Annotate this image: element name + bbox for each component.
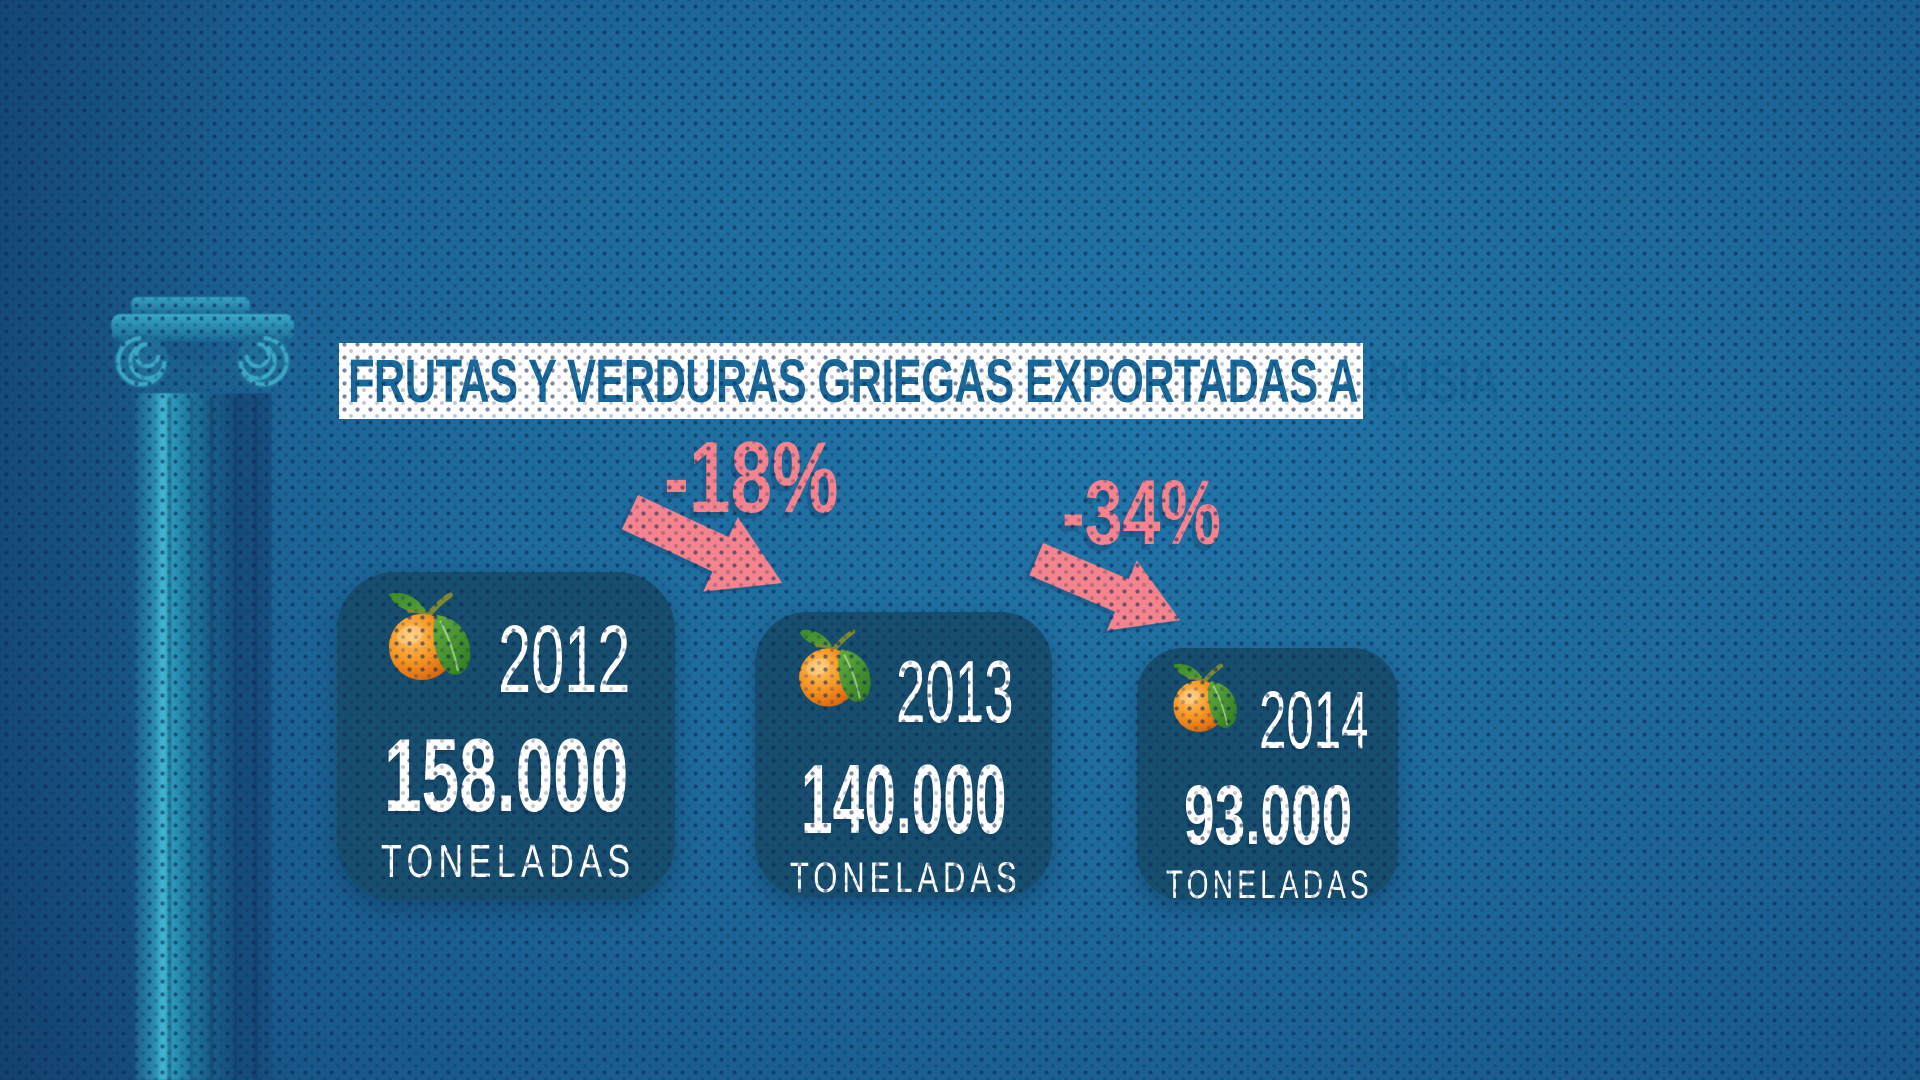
change-label-2012-2013: -18%: [664, 422, 839, 534]
change-label-2013-2014: -34%: [1062, 462, 1221, 564]
headline: FRUTAS Y VERDURAS GRIEGAS EXPORTADAS A R…: [348, 346, 1501, 415]
data-card-2012: 2012 158.000 TONELADAS: [337, 572, 675, 900]
card-header: 2013: [793, 622, 1014, 736]
card-header: 2012: [382, 584, 631, 708]
unit-label: TONELADAS: [790, 854, 1022, 902]
year-label: 2012: [497, 606, 630, 713]
year-label: 2014: [1258, 675, 1368, 766]
card-header: 2014: [1168, 657, 1368, 762]
unit-label: TONELADAS: [1165, 863, 1373, 907]
title-bar: FRUTAS Y VERDURAS GRIEGAS EXPORTADAS A R…: [339, 343, 1501, 419]
unit-label: TONELADAS: [381, 835, 636, 887]
tangerine-icon: [793, 622, 881, 710]
tangerine-icon: [382, 584, 482, 684]
year-label: 2013: [896, 642, 1014, 741]
data-card-2014: 2014 93.000 TONELADAS: [1137, 648, 1398, 905]
greek-column-image: [111, 297, 294, 1080]
amount-value: 158.000: [383, 718, 628, 834]
amount-value: 93.000: [1183, 768, 1352, 862]
amount-value: 140.000: [801, 744, 1007, 854]
data-card-2013: 2013 140.000 TONELADAS: [755, 612, 1052, 902]
tangerine-icon: [1168, 657, 1246, 735]
